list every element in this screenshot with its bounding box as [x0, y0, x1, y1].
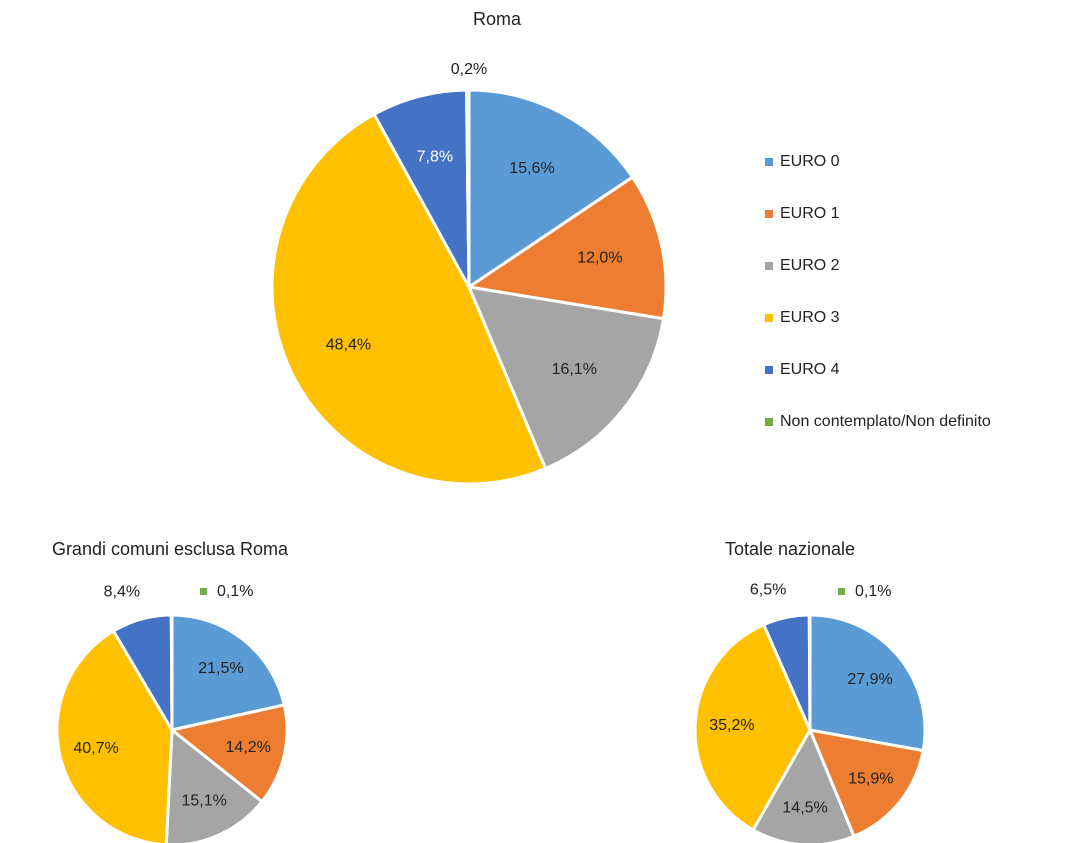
data-label: 15,6% — [509, 160, 554, 177]
legend-key — [765, 366, 773, 374]
pie-slice — [270, 112, 548, 486]
pie-slice — [807, 613, 812, 731]
pie-slice — [807, 728, 925, 839]
data-label: 14,2% — [226, 739, 271, 756]
legend-key — [765, 158, 773, 166]
legend-label: EURO 0 — [780, 153, 840, 170]
chart-title: Grandi comuni esclusa Roma — [52, 539, 289, 559]
data-label: 0,1% — [217, 583, 253, 600]
data-label: 15,9% — [848, 770, 893, 787]
chart-title: Roma — [473, 9, 522, 29]
pie-slice — [164, 727, 265, 843]
legend-label: EURO 2 — [780, 257, 840, 274]
label-key — [200, 588, 207, 595]
data-label: 6,5% — [750, 581, 786, 598]
pie-slice — [465, 88, 471, 288]
legend-key — [765, 314, 773, 322]
legend-label: EURO 4 — [780, 361, 840, 378]
data-label: 48,4% — [326, 337, 371, 354]
pie-slice — [466, 285, 666, 471]
data-label: 16,1% — [552, 361, 597, 378]
legend-label: EURO 3 — [780, 309, 840, 326]
data-label: 21,5% — [198, 660, 243, 677]
data-label: 0,1% — [855, 583, 891, 600]
pie-slice — [465, 175, 668, 321]
legend-key — [765, 418, 773, 426]
data-label: 0,2% — [451, 61, 487, 78]
legend-key — [765, 262, 773, 270]
label-key — [838, 588, 845, 595]
pie-slice — [693, 622, 812, 832]
data-label: 27,9% — [847, 671, 892, 688]
legend-label: EURO 1 — [780, 205, 840, 222]
data-label: 12,0% — [577, 250, 622, 267]
data-label: 7,8% — [417, 149, 453, 166]
pie-slice — [170, 613, 287, 732]
data-label: 35,2% — [709, 717, 754, 734]
pie-slice — [467, 88, 635, 290]
data-label: 40,7% — [73, 740, 118, 757]
chart-title: Totale nazionale — [725, 539, 855, 559]
data-label: 15,1% — [181, 792, 226, 809]
pie-slice — [372, 88, 471, 288]
legend-key — [765, 210, 773, 218]
pie-slice — [808, 613, 927, 753]
data-label: 14,5% — [782, 799, 827, 816]
legend-label: Non contemplato/Non definito — [780, 413, 991, 430]
pie-slice — [169, 613, 174, 731]
pie-slice — [168, 703, 289, 804]
pie-slice — [751, 726, 856, 843]
data-label: 8,4% — [104, 583, 140, 600]
